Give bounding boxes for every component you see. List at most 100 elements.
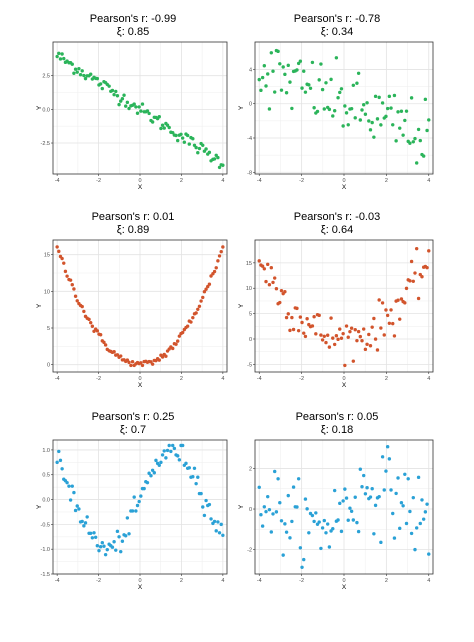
data-point xyxy=(73,67,78,71)
data-point xyxy=(260,524,265,528)
data-point xyxy=(339,336,344,340)
x-tick-label: 0 xyxy=(138,178,141,184)
data-point xyxy=(160,453,165,457)
data-point xyxy=(373,503,378,508)
data-point xyxy=(349,509,354,513)
data-point xyxy=(135,111,140,115)
data-point xyxy=(384,308,388,312)
x-tick-label: 4 xyxy=(427,178,430,184)
data-point xyxy=(196,475,200,479)
data-point xyxy=(125,100,130,105)
data-point xyxy=(187,142,191,146)
data-point xyxy=(132,495,136,499)
data-point xyxy=(384,469,388,473)
data-point xyxy=(154,458,158,463)
data-point xyxy=(191,315,195,320)
data-point xyxy=(98,82,103,86)
data-point xyxy=(302,557,306,562)
data-point xyxy=(314,511,318,515)
data-point xyxy=(212,269,217,274)
x-tick-label: -2 xyxy=(96,376,101,382)
data-point xyxy=(164,354,168,358)
x-tick-label: 2 xyxy=(385,178,388,184)
data-point xyxy=(401,133,405,137)
data-point xyxy=(174,342,178,346)
y-tick-label: 0 xyxy=(249,507,252,513)
x-tick-label: -4 xyxy=(55,376,60,382)
data-point xyxy=(392,93,397,98)
data-point xyxy=(92,531,96,535)
data-point xyxy=(288,328,292,333)
data-point xyxy=(135,503,140,508)
data-point xyxy=(379,123,383,127)
data-point xyxy=(363,347,368,352)
y-tick-label: 5 xyxy=(249,312,252,318)
data-point xyxy=(324,340,328,345)
data-point xyxy=(98,545,103,549)
y-tick-label: -2.5 xyxy=(41,141,50,147)
data-point xyxy=(380,455,385,459)
data-point xyxy=(343,487,347,491)
chart-title-6: Pearson's r: 0.05 xyxy=(295,411,379,423)
data-point xyxy=(80,304,84,309)
data-point xyxy=(406,477,410,481)
data-point xyxy=(119,549,123,554)
data-point xyxy=(137,499,141,504)
data-point xyxy=(176,454,180,458)
data-point xyxy=(375,348,380,352)
chart-panel-2: Pearson's r: -0.78 ξ: 0.34 -4 -2 0 2 4 -8 -4 0 4… xyxy=(237,12,437,192)
data-point xyxy=(95,329,100,333)
data-point xyxy=(112,540,116,544)
x-tick-label: 4 xyxy=(427,578,430,584)
data-point xyxy=(117,102,121,107)
data-point xyxy=(356,329,361,334)
y-tick-label: 0.0 xyxy=(42,107,50,113)
data-point xyxy=(336,518,340,522)
data-point xyxy=(140,363,145,368)
data-point xyxy=(314,332,318,336)
data-point xyxy=(267,107,272,111)
grid-lines xyxy=(255,440,433,574)
data-point xyxy=(185,133,190,138)
data-point xyxy=(358,467,363,471)
data-point xyxy=(68,498,73,502)
data-point xyxy=(89,320,93,325)
grid-lines xyxy=(53,42,227,174)
data-point xyxy=(279,519,284,523)
data-point xyxy=(362,327,366,331)
data-point xyxy=(310,324,315,328)
data-point xyxy=(125,516,130,520)
data-point xyxy=(273,276,277,280)
data-point xyxy=(403,118,407,123)
data-point xyxy=(404,521,409,526)
scatter-plot-3: -4 -2 0 2 4 0 5 10 15 X Y xyxy=(36,239,228,389)
data-point xyxy=(262,505,267,509)
data-point xyxy=(180,136,185,140)
y-axis-label: Y xyxy=(238,105,245,110)
x-tick-label: -4 xyxy=(55,578,60,584)
x-tick-label: 2 xyxy=(180,578,183,584)
data-point xyxy=(207,282,212,286)
y-tick-label: -1.5 xyxy=(41,572,50,578)
x-axis-label: X xyxy=(138,584,143,591)
data-point xyxy=(278,501,282,505)
scatter-plot-5: -4 -2 0 2 4 -1.5 -1.0 -0.5 0.0 0.5 1.0 X Y xyxy=(36,439,228,591)
y-tick-label: 5 xyxy=(47,326,50,332)
data-point xyxy=(152,471,156,475)
grid-lines xyxy=(255,240,433,372)
data-point xyxy=(63,269,68,274)
data-point xyxy=(368,128,373,132)
data-point xyxy=(73,508,78,513)
data-point xyxy=(353,495,357,499)
data-point xyxy=(425,128,429,133)
y-axis-label: Y xyxy=(36,105,43,110)
data-point xyxy=(191,137,195,141)
data-point xyxy=(191,475,195,479)
data-point xyxy=(396,298,400,302)
y-tick-label: 4 xyxy=(249,67,252,73)
data-point xyxy=(207,150,212,155)
data-point xyxy=(73,294,78,298)
data-point xyxy=(325,522,330,526)
data-point xyxy=(346,518,350,522)
data-points xyxy=(257,48,431,165)
